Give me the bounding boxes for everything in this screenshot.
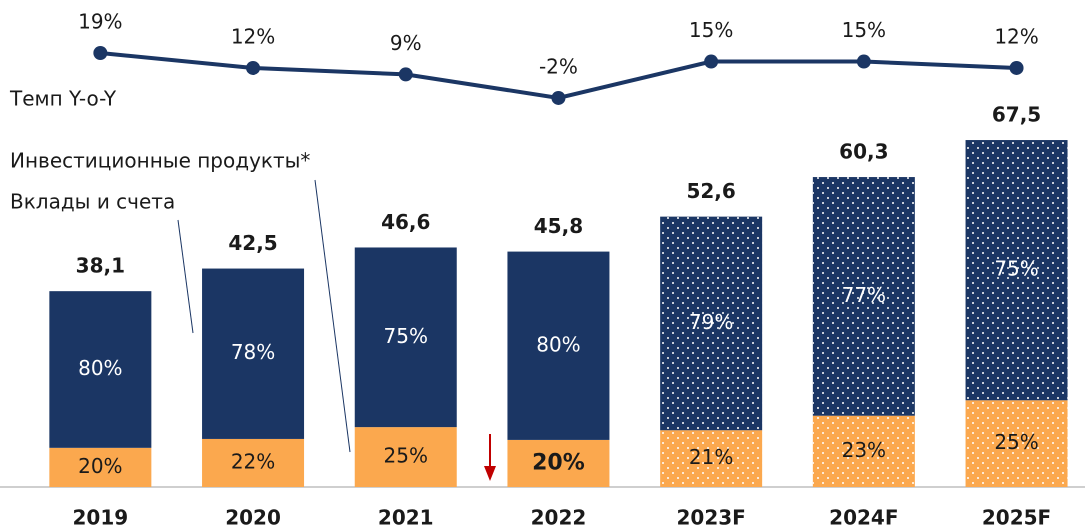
forecast-dots <box>660 216 763 431</box>
forecast-dots <box>812 177 915 416</box>
segment-label: 21% <box>689 445 733 469</box>
yoy-label: 15% <box>689 18 733 42</box>
yoy-label: -2% <box>539 54 578 78</box>
yoy-point <box>856 54 871 69</box>
yoy-point <box>93 46 108 60</box>
forecast-dots <box>965 400 1068 487</box>
yoy-point <box>551 90 566 105</box>
bar-segment <box>202 268 305 439</box>
yoy-label: 19% <box>78 10 122 34</box>
x-tick-label: 2019 <box>73 506 129 530</box>
segment-label: 75% <box>994 257 1038 281</box>
legend-deposits: Вклады и счета <box>10 190 175 214</box>
yoy-point <box>704 54 719 69</box>
yoy-label: 12% <box>231 24 275 48</box>
segment-label: 79% <box>689 310 733 334</box>
x-tick-label: 2020 <box>225 506 281 530</box>
segment-label: 75% <box>384 324 428 348</box>
segment-label: 78% <box>231 340 275 364</box>
bar-segment <box>202 438 305 487</box>
leader-line <box>177 219 194 334</box>
x-tick-label: 2023F <box>676 506 745 530</box>
yoy-label: 9% <box>390 31 422 55</box>
x-tick-label: 2021 <box>378 506 434 530</box>
segment-label: 80% <box>536 332 580 356</box>
segment-label: 25% <box>384 444 428 468</box>
forecast-dots <box>965 140 1068 401</box>
x-tick-label: 2022 <box>531 506 587 530</box>
yoy-label: 12% <box>994 24 1038 48</box>
forecast-dots <box>812 415 915 487</box>
total-label: 38,1 <box>76 254 125 278</box>
segment-label: 22% <box>231 449 275 473</box>
bar-segment <box>49 447 152 487</box>
yoy-point <box>1009 60 1024 75</box>
bar-segment <box>354 247 457 428</box>
yoy-label: 15% <box>842 18 886 42</box>
yoy-point <box>398 67 413 82</box>
legend-investment: Инвестиционные продукты* <box>10 149 310 173</box>
bar-segment <box>507 439 610 487</box>
segment-label: 20% <box>532 450 585 475</box>
segment-label: 20% <box>78 454 122 478</box>
total-label: 46,6 <box>381 210 430 234</box>
bar-segment <box>354 427 457 487</box>
red-arrow <box>484 434 496 481</box>
total-label: 60,3 <box>839 140 888 164</box>
total-label: 67,5 <box>992 103 1041 127</box>
forecast-dots <box>660 430 763 487</box>
leader-line <box>314 179 351 453</box>
x-tick-label: 2025F <box>982 506 1051 530</box>
x-tick-label: 2024F <box>829 506 898 530</box>
bar-segment <box>49 291 152 448</box>
total-label: 42,5 <box>228 231 277 255</box>
segment-label: 80% <box>78 356 122 380</box>
segment-label: 77% <box>842 283 886 307</box>
total-label: 45,8 <box>534 214 583 238</box>
line-legend: Темп Y-o-Y <box>9 87 117 111</box>
bar-segment <box>507 251 610 440</box>
segment-label: 25% <box>994 430 1038 454</box>
total-label: 52,6 <box>686 179 735 203</box>
yoy-point <box>246 60 261 75</box>
segment-label: 23% <box>842 438 886 462</box>
